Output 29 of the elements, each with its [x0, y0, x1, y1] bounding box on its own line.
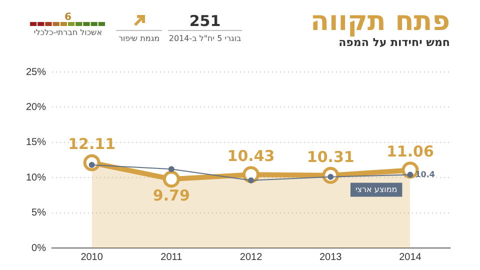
data-label: 9.79 [152, 186, 190, 204]
data-label: 10.43 [227, 146, 275, 165]
y-tick-label: 25% [26, 66, 46, 78]
point [407, 172, 414, 178]
data-label: 11.06 [386, 142, 434, 161]
data-label: 12.11 [68, 135, 116, 154]
chart-title: פתח תקווה [310, 6, 450, 37]
text: בוגרי 5 יח"ל ב-2014 [168, 30, 242, 43]
x-tick-label: 2012 [240, 252, 263, 263]
y-tick-label: 5% [32, 208, 46, 219]
y-tick-label: 20% [26, 102, 46, 113]
chart-subtitle: חמש יחידות על המפה [338, 36, 450, 49]
point [168, 166, 174, 172]
x-tick-label: 2013 [319, 252, 342, 263]
point [248, 177, 254, 184]
text: 251 [188, 12, 222, 30]
text: 6 [64, 12, 72, 23]
y-tick-label: 15% [26, 137, 46, 148]
series-label: ממוצע ארצי [355, 184, 398, 194]
x-tick-label: 2014 [399, 252, 422, 263]
text: מגמת שיפור [116, 30, 162, 43]
y-tick-label: 0% [32, 242, 46, 254]
x-tick-label: 2011 [160, 252, 183, 263]
data-label: 10.4 [415, 170, 436, 179]
point [162, 170, 180, 188]
data-label: 10.31 [306, 148, 354, 166]
x-tick-label: 2010 [80, 252, 104, 263]
text: אשכול חברתי-כלכלי [32, 28, 104, 37]
y-tick-label: 10% [26, 172, 46, 184]
